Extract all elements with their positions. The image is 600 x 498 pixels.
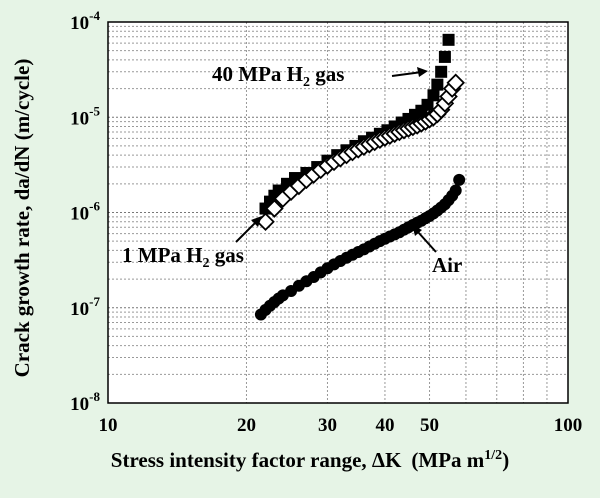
y-tick-label: 10-6 [70, 199, 100, 225]
y-axis-label: Crack growth rate, da/dN (m/cycle) [10, 59, 34, 378]
x-tick-label: 100 [554, 415, 583, 436]
series-layer [254, 33, 466, 321]
label-air: Air [432, 253, 462, 277]
x-axis-label-unit: (MPa m [411, 448, 484, 472]
x-axis-label: Stress intensity factor range, ΔK (MPa m1… [111, 448, 509, 472]
point-1mpa [446, 73, 465, 93]
point-1mpa [265, 199, 284, 218]
label-1mpa-h2-gas: 1 MPa H2 gas [122, 243, 244, 271]
x-axis-label-unit-sup: 1/2 [484, 448, 502, 463]
series-1 [256, 73, 465, 232]
point-40mpa [438, 50, 451, 63]
point-40mpa [427, 89, 440, 102]
x-tick-label: 10 [99, 415, 118, 436]
point-air [449, 184, 462, 197]
grid [108, 22, 568, 404]
point-air [453, 173, 466, 186]
y-tick-labels: 10-8 10-7 10-6 10-5 10-4 [70, 8, 100, 415]
x-tick-labels: 10 20 30 40 50 100 [99, 415, 583, 436]
y-tick-label: 10-7 [70, 294, 100, 320]
x-tick-label: 50 [420, 415, 439, 436]
point-40mpa [442, 33, 455, 46]
point-40mpa [435, 65, 448, 78]
x-tick-label: 40 [375, 415, 394, 436]
annotations: 40 MPa H2 gas 1 MPa H2 gas Air [122, 62, 462, 277]
plot-frame [107, 21, 569, 404]
y-tick-label: 10-8 [70, 389, 100, 415]
y-tick-label: 10-4 [70, 8, 100, 34]
arrow-air [412, 225, 437, 253]
y-tick-label: 10-5 [70, 103, 100, 129]
x-tick-label: 20 [237, 415, 256, 436]
point-40mpa [421, 98, 434, 111]
point-40mpa [431, 78, 444, 91]
label-40mpa-h2-gas: 40 MPa H2 gas [212, 62, 344, 90]
x-tick-label: 30 [318, 415, 337, 436]
x-axis-label-main: Stress intensity factor range, ΔK [111, 448, 402, 472]
x-axis-label-unit-close: ) [502, 448, 509, 472]
arrow-1mpa [235, 216, 262, 243]
series-2 [254, 173, 466, 321]
arrow-40mpa [391, 67, 428, 77]
